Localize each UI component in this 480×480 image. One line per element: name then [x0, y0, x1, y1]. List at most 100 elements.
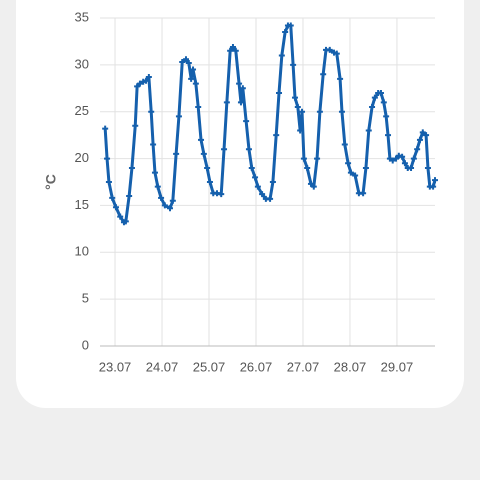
point: [416, 136, 423, 143]
point: [150, 141, 157, 148]
point: [345, 160, 352, 167]
point: [195, 104, 202, 111]
point: [179, 59, 186, 66]
point: [352, 172, 359, 179]
point: [430, 183, 437, 190]
point: [143, 77, 150, 84]
point: [287, 22, 294, 29]
point: [326, 46, 333, 53]
point: [333, 50, 340, 57]
point: [237, 99, 244, 106]
point: [259, 191, 266, 198]
point: [380, 99, 387, 106]
point: [432, 177, 438, 184]
point: [282, 29, 289, 36]
y-tick-label: 35: [75, 9, 89, 24]
point: [423, 132, 430, 139]
point: [148, 108, 155, 115]
point: [304, 164, 311, 171]
point: [290, 61, 297, 68]
point: [112, 204, 119, 211]
point: [245, 146, 252, 153]
point: [291, 94, 298, 101]
point: [151, 169, 158, 176]
point: [338, 108, 345, 115]
point: [169, 197, 176, 204]
y-tick-label: 5: [82, 291, 89, 306]
point: [424, 164, 431, 171]
y-tick-label: 30: [75, 56, 89, 71]
point: [105, 179, 112, 185]
y-tick-label: 25: [75, 103, 89, 118]
x-tick-label: 26.07: [240, 359, 273, 374]
point: [200, 150, 207, 157]
point: [192, 80, 199, 87]
point: [239, 85, 246, 92]
point: [117, 213, 124, 220]
x-tick-label: 25.07: [193, 359, 226, 374]
point: [408, 164, 415, 171]
point: [173, 150, 180, 157]
point: [109, 194, 116, 201]
point: [341, 141, 348, 148]
point: [252, 174, 259, 181]
point: [204, 164, 211, 171]
point: [276, 89, 283, 96]
x-tick-label: 24.07: [146, 359, 179, 374]
point: [182, 56, 189, 63]
x-tick-label: 27.07: [287, 359, 320, 374]
point: [414, 146, 421, 153]
point: [223, 99, 230, 106]
point: [102, 125, 109, 132]
point: [401, 160, 408, 167]
point: [104, 155, 111, 162]
point: [377, 89, 384, 96]
point: [145, 74, 152, 81]
card: [16, 0, 464, 408]
point: [122, 218, 129, 225]
point: [369, 104, 376, 111]
point: [362, 164, 369, 171]
point: [158, 194, 165, 201]
point: [337, 75, 344, 82]
point: [221, 146, 228, 153]
x-tick-label: 23.07: [99, 359, 132, 374]
point: [167, 205, 174, 212]
point: [175, 113, 182, 120]
point: [206, 179, 213, 185]
point: [236, 80, 243, 87]
point: [132, 122, 139, 129]
point: [190, 66, 197, 73]
point: [410, 155, 417, 162]
point: [229, 44, 236, 51]
point: [347, 169, 354, 176]
point: [320, 71, 327, 78]
point: [161, 202, 168, 209]
point: [126, 193, 133, 200]
point: [399, 153, 406, 160]
y-tick-label: 15: [75, 197, 89, 212]
y-tick-label: 20: [75, 150, 89, 165]
point: [248, 164, 255, 171]
y-tick-label: 0: [82, 337, 89, 352]
point: [243, 118, 250, 125]
x-tick-label: 28.07: [334, 359, 367, 374]
point: [371, 94, 378, 101]
point: [383, 113, 390, 120]
point: [360, 190, 367, 197]
point: [185, 59, 192, 66]
point: [314, 155, 321, 162]
point: [269, 179, 276, 185]
point: [218, 191, 225, 198]
point: [310, 183, 317, 190]
point: [254, 183, 261, 190]
x-tick-label: 29.07: [381, 359, 414, 374]
y-tick-label: 10: [75, 244, 89, 259]
point: [198, 136, 205, 143]
point: [267, 195, 274, 202]
point: [297, 127, 304, 134]
point: [232, 47, 239, 54]
point: [154, 183, 161, 190]
point: [278, 52, 285, 59]
